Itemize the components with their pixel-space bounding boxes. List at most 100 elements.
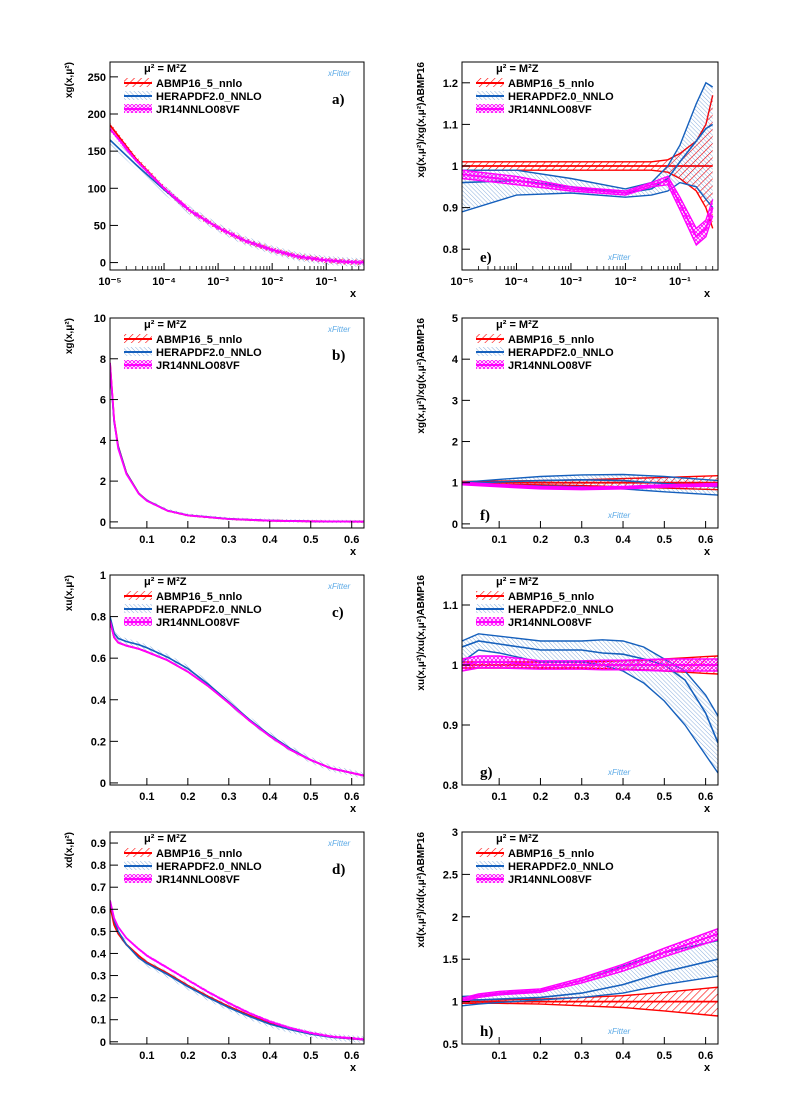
x-tick-label: 0.3 [221, 791, 236, 803]
plot-frame [461, 831, 719, 1045]
xfitter-watermark: xFitter [607, 768, 631, 777]
band-2 [110, 126, 364, 265]
x-tick-label: 10⁻¹ [669, 276, 691, 288]
y-axis-label: xu(x,μ²) [64, 575, 75, 611]
legend-entry-1: HERAPDF2.0_NNLO [508, 91, 614, 103]
x-tick-label: 10⁻⁵ [98, 276, 121, 288]
series-line-2 [462, 482, 718, 490]
legend-entry-0: ABMP16_5_nnlo [156, 848, 242, 860]
band-edge-lo-2 [462, 177, 714, 247]
xfitter-watermark: xFitter [607, 253, 631, 262]
legend-scale-label: μ² = M²Z [496, 833, 539, 845]
legend-scale-label: μ² = M²Z [144, 63, 187, 75]
legend-entry-1: HERAPDF2.0_NNLO [508, 861, 614, 873]
series-line-1 [110, 900, 364, 1041]
band-edge-lo-1 [462, 975, 718, 1007]
x-axis-label: x [350, 288, 357, 300]
legend-entry-0: ABMP16_5_nnlo [156, 591, 242, 603]
x-tick-label: 0.1 [492, 534, 507, 546]
legend-entry-2: JR14NNLO08VF [508, 104, 592, 116]
band-0 [110, 361, 364, 523]
y-tick-label: 0.8 [443, 780, 458, 792]
y-tick-label: 1 [452, 997, 458, 1009]
y-tick-label: 0.8 [91, 612, 106, 624]
legend-entry-0: ABMP16_5_nnlo [156, 78, 242, 90]
panel-label: b) [332, 348, 345, 364]
legend-entry-2: JR14NNLO08VF [508, 360, 592, 372]
x-tick-label: 0.4 [615, 791, 631, 803]
y-tick-label: 2.5 [443, 869, 458, 881]
y-tick-label: 0.9 [91, 838, 106, 850]
series-line-1 [110, 616, 364, 777]
y-tick-label: 1.1 [443, 600, 458, 612]
band-edge-hi-2 [462, 481, 718, 488]
panel-b: 0 2 4 6 8 10 0.1 0.2 0.3 0.4 0.5 0.6x xg(x,μ²) μ² = M… [64, 313, 365, 558]
legend-entry-1: HERAPDF2.0_NNLO [156, 347, 262, 359]
y-tick-label: 50 [94, 220, 106, 232]
band-1 [110, 135, 364, 267]
y-axis-label: xu(x,μ²)/xu(x,μ²)ABMP16 [416, 575, 427, 691]
x-tick-label: 0.1 [139, 1050, 154, 1062]
y-tick-label: 0 [452, 519, 458, 531]
panel-c: 00.20.40.60.810.1 0.2 0.3 0.4 0.5 0.6xxu(x,μ²… [64, 570, 365, 815]
y-tick-label: 0 [100, 778, 106, 790]
x-tick-label: 10⁻⁵ [450, 276, 473, 288]
x-tick-label: 0.2 [533, 791, 548, 803]
legend-entry-2: JR14NNLO08VF [508, 874, 592, 886]
band-0 [110, 903, 364, 1041]
legend-entry-2: JR14NNLO08VF [156, 360, 240, 372]
panel-a: 0 50 100 150 200 250 10⁻⁵ 10⁻⁴ 10⁻³ 10⁻² 10⁻¹ x xg(x… [64, 61, 365, 300]
y-tick-label: 0.9 [443, 720, 458, 732]
y-axis-label: xg(x,μ²)/xg(x,μ²)ABMP16 [416, 62, 427, 178]
y-tick-label: 3 [452, 827, 458, 839]
y-tick-label: 0 [100, 517, 106, 529]
band-1 [110, 897, 364, 1043]
x-tick-label: 0.4 [262, 791, 278, 803]
series-line-2 [110, 620, 364, 777]
y-tick-label: 250 [88, 72, 106, 84]
series-line-0 [110, 362, 364, 523]
y-tick-label: 4 [452, 354, 459, 366]
y-tick-label: 4 [100, 435, 107, 447]
x-axis-label: x [704, 288, 711, 300]
y-axis-label: xg(x,μ²)/xg(x,μ²)ABMP16 [416, 318, 427, 434]
series-line-2 [462, 932, 718, 1001]
x-tick-label: 0.6 [698, 1050, 713, 1062]
legend-scale-label: μ² = M²Z [496, 576, 539, 588]
x-tick-label: 0.2 [533, 534, 548, 546]
x-tick-label: 0.6 [344, 1050, 359, 1062]
y-tick-label: 0.6 [91, 653, 106, 665]
x-axis-label: x [350, 546, 357, 558]
y-tick-label: 0.6 [91, 904, 106, 916]
band-edge-lo-2 [462, 484, 718, 491]
panel-f: 0 1 2 3 4 5 0.1 0.2 0.3 0.4 0.5 0.6x xg(x,μ²)/xg(x,μ… [416, 313, 719, 558]
x-axis-label: x [704, 1062, 711, 1074]
band-2 [110, 619, 364, 777]
series-line-0 [110, 124, 364, 264]
y-tick-label: 200 [88, 109, 106, 121]
series-line-0 [110, 620, 364, 777]
series-line-2 [110, 128, 364, 264]
band-edge-hi-1 [462, 633, 718, 717]
x-tick-label: 0.2 [180, 791, 195, 803]
x-tick-label: 0.3 [221, 534, 236, 546]
y-axis-label: xd(x,μ²) [64, 832, 75, 868]
plot-frame [109, 831, 365, 1045]
band-1 [110, 613, 364, 779]
y-tick-label: 2 [452, 437, 458, 449]
x-tick-label: 0.4 [615, 534, 631, 546]
legend-scale-label: μ² = M²Z [144, 319, 187, 331]
band-edge-hi-1 [462, 473, 718, 483]
legend-entry-2: JR14NNLO08VF [156, 104, 240, 116]
y-tick-label: 1.1 [443, 119, 458, 131]
y-tick-label: 1 [452, 478, 458, 490]
legend-entry-2: JR14NNLO08VF [508, 617, 592, 629]
x-tick-label: 10⁻² [261, 276, 283, 288]
y-tick-label: 150 [88, 146, 106, 158]
x-tick-label: 0.5 [303, 791, 318, 803]
x-tick-label: 0.1 [139, 534, 154, 546]
x-tick-label: 10⁻² [615, 276, 637, 288]
y-tick-label: 8 [100, 354, 106, 366]
band-edge-lo-0 [462, 169, 714, 229]
legend-scale-label: μ² = M²Z [144, 576, 187, 588]
